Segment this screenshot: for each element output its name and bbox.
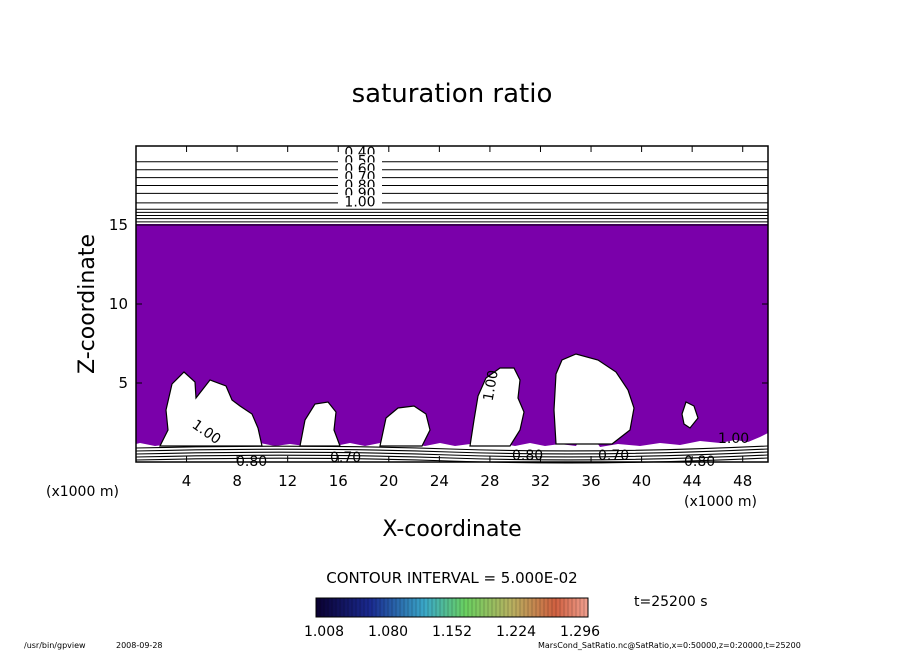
inline-label: 0.70 bbox=[598, 448, 629, 464]
inline-label: 1.00 bbox=[481, 369, 502, 402]
inline-label: 0.80 bbox=[512, 448, 543, 464]
plot-frame bbox=[135, 145, 769, 463]
footer-date: 2008-09-28 bbox=[116, 641, 163, 650]
y-tick-label: 10 bbox=[109, 295, 128, 313]
time-label: t=25200 s bbox=[634, 594, 708, 610]
y-tick-label: 5 bbox=[118, 374, 128, 392]
x-unit-left: (x1000 m) bbox=[46, 484, 119, 500]
x-tick-label: 20 bbox=[379, 472, 398, 490]
surface-contour-band bbox=[135, 445, 769, 464]
colorbar-tick-label: 1.080 bbox=[368, 624, 408, 640]
x-tick-label: 16 bbox=[329, 472, 348, 490]
x-tick-label: 12 bbox=[278, 472, 297, 490]
x-tick-label: 24 bbox=[430, 472, 449, 490]
contour-label-bg bbox=[338, 195, 382, 208]
chart-title: saturation ratio bbox=[352, 79, 553, 109]
x-tick-label: 28 bbox=[480, 472, 499, 490]
y-axis-label: Z-coordinate bbox=[75, 234, 100, 374]
x-tick-label: 4 bbox=[182, 472, 192, 490]
x-tick-label: 44 bbox=[683, 472, 702, 490]
x-tick-label: 40 bbox=[632, 472, 651, 490]
x-tick-label: 8 bbox=[232, 472, 242, 490]
colorbar-tick-label: 1.008 bbox=[304, 624, 344, 640]
y-tick-label: 15 bbox=[109, 216, 128, 234]
inline-label: 0.70 bbox=[330, 450, 361, 466]
x-tick-label: 32 bbox=[531, 472, 550, 490]
subsaturated-blobs bbox=[159, 353, 699, 447]
inline-label: 1.00 bbox=[718, 431, 749, 447]
colorbar-tick-label: 1.296 bbox=[560, 624, 600, 640]
footer-program: /usr/bin/gpview bbox=[24, 641, 86, 650]
colorbar bbox=[315, 597, 589, 618]
x-tick-label: 48 bbox=[733, 472, 752, 490]
colorbar-tick-label: 1.152 bbox=[432, 624, 472, 640]
contour-label: 1.00 bbox=[344, 194, 375, 210]
colorbar-tick-label: 1.224 bbox=[496, 624, 536, 640]
x-axis-label: X-coordinate bbox=[382, 517, 521, 542]
footer-source: MarsCond_SatRatio.nc@SatRatio,x=0:50000,… bbox=[538, 641, 801, 650]
x-unit-right: (x1000 m) bbox=[684, 494, 757, 510]
contour-interval: CONTOUR INTERVAL = 5.000E-02 bbox=[326, 569, 577, 587]
x-tick-label: 36 bbox=[581, 472, 600, 490]
